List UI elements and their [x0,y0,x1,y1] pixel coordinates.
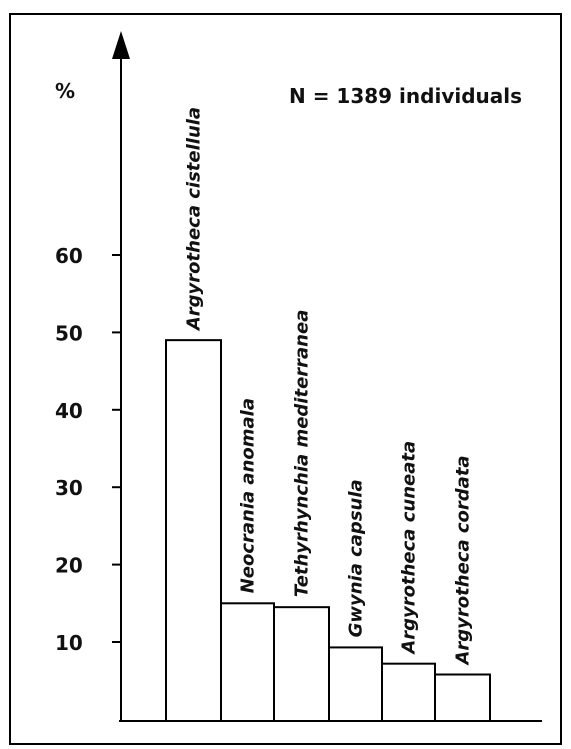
bar-label: Tethyrhynchia mediterranea [292,310,313,598]
y-tick-label: 10 [55,631,83,655]
bar-label: Argyrotheca cordata [453,455,474,666]
bar [328,646,383,723]
y-tick-label: 60 [55,244,83,268]
y-tick-label: 50 [55,321,83,345]
y-tick-label: 40 [55,399,83,423]
y-axis-arrow [112,31,130,59]
bar [165,339,222,722]
bar [381,662,436,722]
bar [273,606,330,722]
bar [220,602,275,722]
bar-label: Neocrania anomala [238,398,259,593]
y-tick-label: 20 [55,554,83,578]
bar [434,673,491,722]
bar-label: Argyrotheca cuneata [399,441,420,656]
figure-frame [9,13,562,745]
y-axis-unit-label: % [55,79,75,103]
sample-size-annotation: N = 1389 individuals [289,84,522,108]
y-tick-label: 30 [55,476,83,500]
bar-label: Gwynia capsula [346,479,367,637]
bar-label: Argyrotheca cistellula [184,107,205,332]
